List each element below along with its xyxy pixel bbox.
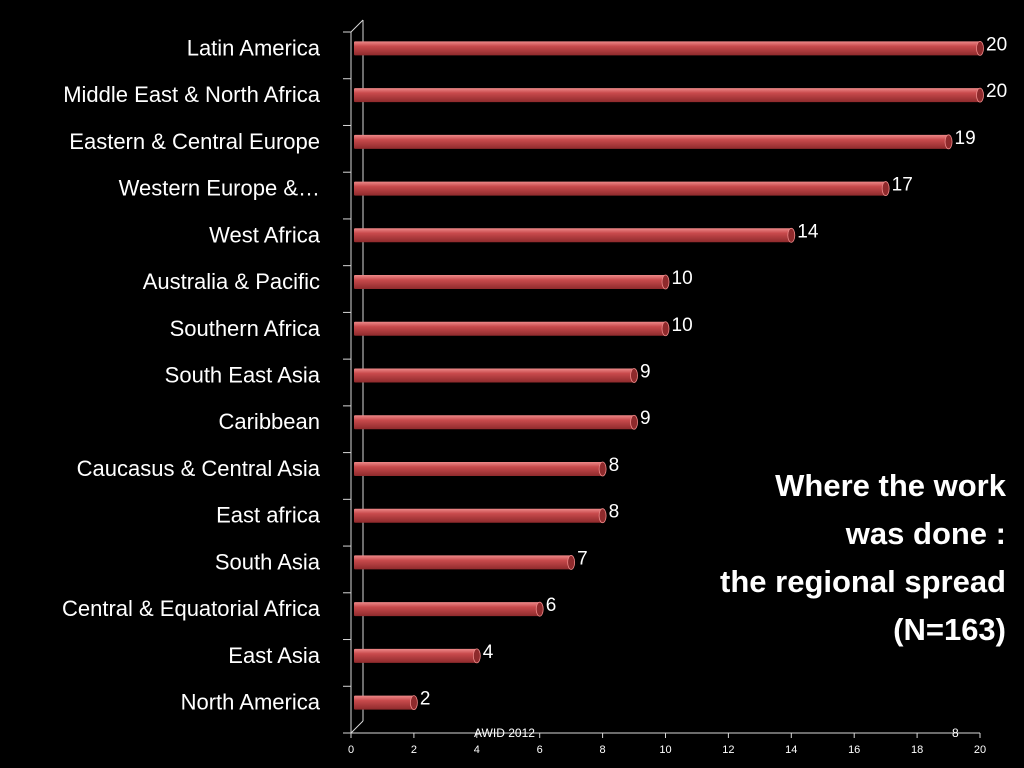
bar xyxy=(354,414,638,430)
x-tick-label: 6 xyxy=(537,744,543,756)
bar-layer xyxy=(354,40,984,711)
bar-cap xyxy=(630,414,638,430)
bar xyxy=(354,321,670,337)
bar xyxy=(354,508,607,524)
bar-body xyxy=(354,648,477,663)
data-label: 7 xyxy=(577,548,588,569)
data-label: 20 xyxy=(986,34,1007,55)
category-label: East Asia xyxy=(228,643,320,668)
bar-body xyxy=(354,508,603,523)
bar-body xyxy=(354,134,949,149)
bar-cap xyxy=(598,508,607,524)
category-label: North America xyxy=(181,690,321,715)
bar xyxy=(354,40,984,56)
bar-body xyxy=(354,368,635,383)
category-label: Caucasus & Central Asia xyxy=(77,456,321,481)
bar-cap xyxy=(630,368,638,383)
bar xyxy=(354,648,481,664)
bar-cap xyxy=(944,134,953,150)
title-line-4: (N=163) xyxy=(893,612,1006,647)
x-tick-label: 4 xyxy=(474,744,480,756)
bar-cap xyxy=(598,461,607,477)
category-label: Middle East & North Africa xyxy=(63,82,321,107)
data-label: 10 xyxy=(672,315,693,336)
data-label: 9 xyxy=(640,408,651,429)
bar-cap xyxy=(409,695,418,711)
footer-source: AWID 2012 xyxy=(474,726,535,740)
bar-body xyxy=(354,275,666,290)
bar-cap xyxy=(881,181,890,196)
bar-body xyxy=(354,602,540,617)
x-tick-label: 8 xyxy=(600,744,606,756)
category-label: Latin America xyxy=(187,35,321,60)
x-tick-label: 10 xyxy=(659,744,671,756)
bar-cap xyxy=(787,227,796,243)
data-label: 6 xyxy=(546,595,557,616)
label-layer: 0 2 4 6 8 10 12 14 16 18 20 Latin America 20 Middle E… xyxy=(62,34,1007,756)
category-label: Western Europe &… xyxy=(119,176,320,201)
x-tick-label: 2 xyxy=(411,744,417,756)
category-label: West Africa xyxy=(209,222,321,247)
title-line-1: Where the work xyxy=(775,468,1006,503)
bar-cap xyxy=(976,87,984,103)
chart-title: Where the work was done : the regional s… xyxy=(646,462,1006,654)
category-label: Eastern & Central Europe xyxy=(69,129,320,154)
x-tick-label: 16 xyxy=(848,744,860,756)
x-tick-label: 20 xyxy=(974,744,986,756)
bar-body xyxy=(354,461,603,476)
data-label: 14 xyxy=(797,221,819,242)
bar-body xyxy=(354,695,414,710)
x-tick-label: 0 xyxy=(348,744,354,756)
data-label: 9 xyxy=(640,362,651,383)
category-label: Australia & Pacific xyxy=(143,269,320,294)
title-line-3: the regional spread xyxy=(720,564,1006,599)
category-label: Southern Africa xyxy=(170,316,321,341)
bar xyxy=(354,695,418,711)
bar-body xyxy=(354,41,980,56)
data-label: 17 xyxy=(892,175,913,196)
title-line-2: was done : xyxy=(845,516,1006,551)
axis-corner-bottom xyxy=(350,720,364,734)
bar-body xyxy=(354,555,572,570)
bar-cap xyxy=(976,40,984,56)
bar xyxy=(354,134,953,150)
data-label: 8 xyxy=(609,455,620,476)
data-label: 10 xyxy=(672,268,693,289)
bar xyxy=(354,181,890,196)
x-tick-label: 18 xyxy=(911,744,923,756)
category-label: South Asia xyxy=(215,549,321,574)
bar xyxy=(354,601,544,617)
bar-body xyxy=(354,228,792,243)
bar xyxy=(354,227,796,243)
data-label: 2 xyxy=(420,689,431,710)
bar xyxy=(354,274,670,290)
x-tick-label: 12 xyxy=(722,744,734,756)
page-number: 8 xyxy=(952,726,959,740)
data-label: 19 xyxy=(955,128,976,149)
category-label: East africa xyxy=(216,503,321,528)
bar-cap xyxy=(535,601,544,617)
bar-body xyxy=(354,321,666,336)
bar xyxy=(354,461,607,477)
x-tick-label: 14 xyxy=(785,744,797,756)
bar-body xyxy=(354,181,886,196)
bar-cap xyxy=(567,555,576,570)
bar xyxy=(354,368,638,383)
bar-body xyxy=(354,415,635,430)
category-label: Central & Equatorial Africa xyxy=(62,596,321,621)
bar-body xyxy=(354,88,980,103)
bar-cap xyxy=(661,274,670,290)
category-label: Caribbean xyxy=(218,409,320,434)
data-label: 8 xyxy=(609,502,620,523)
axis-corner-top xyxy=(350,19,364,33)
bar-cap xyxy=(661,321,670,337)
bar-cap xyxy=(472,648,481,664)
category-label: South East Asia xyxy=(165,363,321,388)
data-label: 20 xyxy=(986,81,1007,102)
bar xyxy=(354,87,984,103)
data-label: 4 xyxy=(483,642,494,663)
bar xyxy=(354,555,576,570)
